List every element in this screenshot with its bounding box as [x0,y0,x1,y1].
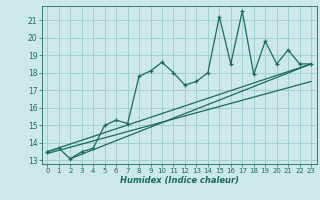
X-axis label: Humidex (Indice chaleur): Humidex (Indice chaleur) [120,176,239,185]
